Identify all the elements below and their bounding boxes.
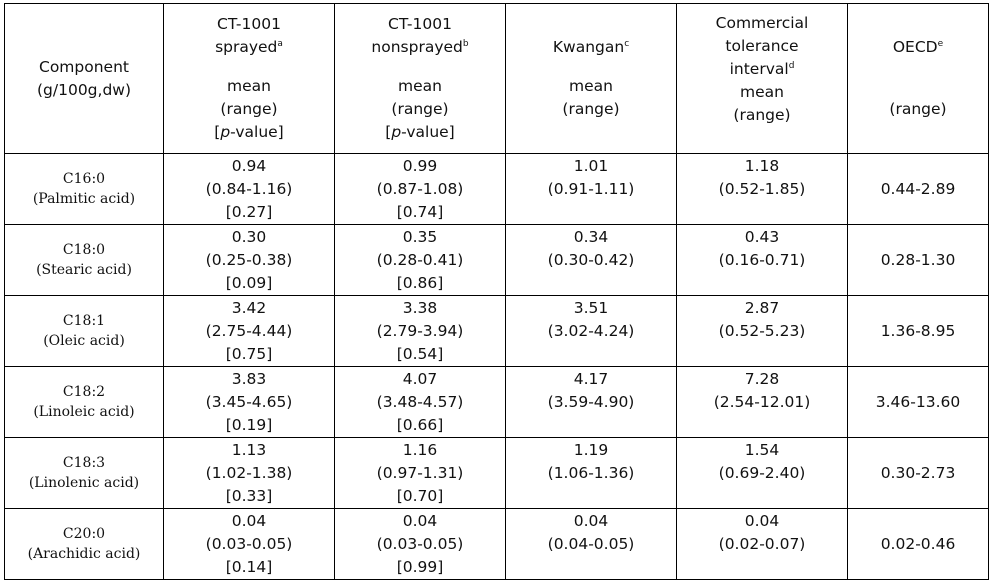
sprayed-cell: 3.83 (3.45-4.65) [0.19] [163, 366, 335, 438]
kwangan-cell: 0.34 (0.30-0.42) [505, 224, 677, 296]
kwangan-cell: 0.04 (0.04-0.05) [505, 508, 677, 580]
commercial-cell: 7.28 (2.54-12.01) [676, 366, 848, 438]
component-cell: C18:0 (Stearic acid) [4, 224, 164, 296]
commercial-cell: 2.87 (0.52-5.23) [676, 295, 848, 367]
footnote-marker: a [277, 39, 283, 49]
footnote-marker: e [937, 39, 944, 49]
sprayed-cell: 3.42 (2.75-4.44) [0.75] [163, 295, 335, 367]
kwangan-cell: 4.17 (3.59-4.90) [505, 366, 677, 438]
commercial-cell: 0.43 (0.16-0.71) [676, 224, 848, 296]
footnote-marker: b [462, 39, 469, 49]
table-row: C20:0 (Arachidic acid) 0.04 (0.03-0.05) [0.1… [4, 508, 989, 580]
oecd-cell: 0.02-0.46 [847, 508, 989, 580]
nonsprayed-cell: 0.35 (0.28-0.41) [0.86] [334, 224, 506, 296]
oecd-cell: 1.36-8.95 [847, 295, 989, 367]
oecd-cell: 3.46-13.60 [847, 366, 989, 438]
nonsprayed-cell: 0.99 (0.87-1.08) [0.74] [334, 153, 506, 225]
header-nonsprayed: CT-1001 nonsprayedb mean (range) [p-valu… [334, 3, 506, 154]
sprayed-cell: 0.30 (0.25-0.38) [0.09] [163, 224, 335, 296]
component-cell: C18:2 (Linoleic acid) [4, 366, 164, 438]
header-component: Component (g/100g,dw) [4, 3, 164, 154]
table-row: C18:1 (Oleic acid) 3.42 (2.75-4.44) [0.75] 3.… [4, 295, 989, 367]
oecd-cell: 0.30-2.73 [847, 437, 989, 509]
table-row: C18:0 (Stearic acid) 0.30 (0.25-0.38) [0.09]… [4, 224, 989, 296]
commercial-cell: 1.54 (0.69-2.40) [676, 437, 848, 509]
component-cell: C16:0 (Palmitic acid) [4, 153, 164, 225]
nonsprayed-cell: 3.38 (2.79-3.94) [0.54] [334, 295, 506, 367]
commercial-cell: 0.04 (0.02-0.07) [676, 508, 848, 580]
kwangan-cell: 1.01 (0.91-1.11) [505, 153, 677, 225]
footnote-marker: d [788, 61, 795, 71]
nonsprayed-cell: 1.16 (0.97-1.31) [0.70] [334, 437, 506, 509]
fatty-acid-table: Component (g/100g,dw) CT-1001 sprayeda m… [4, 3, 989, 580]
nonsprayed-cell: 4.07 (3.48-4.57) [0.66] [334, 366, 506, 438]
component-cell: C18:3 (Linolenic acid) [4, 437, 164, 509]
sprayed-cell: 0.04 (0.03-0.05) [0.14] [163, 508, 335, 580]
commercial-cell: 1.18 (0.52-1.85) [676, 153, 848, 225]
table-body: C16:0 (Palmitic acid) 0.94 (0.84-1.16) [0.27… [4, 153, 989, 580]
table-row: C18:3 (Linolenic acid) 1.13 (1.02-1.38) [0.3… [4, 437, 989, 509]
kwangan-cell: 1.19 (1.06-1.36) [505, 437, 677, 509]
oecd-cell: 0.44-2.89 [847, 153, 989, 225]
component-cell: C18:1 (Oleic acid) [4, 295, 164, 367]
sprayed-cell: 1.13 (1.02-1.38) [0.33] [163, 437, 335, 509]
footnote-marker: c [624, 39, 630, 49]
component-cell: C20:0 (Arachidic acid) [4, 508, 164, 580]
oecd-cell: 0.28-1.30 [847, 224, 989, 296]
sprayed-cell: 0.94 (0.84-1.16) [0.27] [163, 153, 335, 225]
header-sprayed: CT-1001 sprayeda mean (range) [p-value] [163, 3, 335, 154]
header-row: Component (g/100g,dw) CT-1001 sprayeda m… [4, 3, 989, 154]
table-row: C16:0 (Palmitic acid) 0.94 (0.84-1.16) [0.27… [4, 153, 989, 225]
table-row: C18:2 (Linoleic acid) 3.83 (3.45-4.65) [0.19… [4, 366, 989, 438]
header-kwangan: Kwanganc mean (range) [505, 3, 677, 154]
header-commercial: Commercial tolerance intervald mean (ran… [676, 3, 848, 154]
header-oecd: OECDe (range) [847, 3, 989, 154]
kwangan-cell: 3.51 (3.02-4.24) [505, 295, 677, 367]
nonsprayed-cell: 0.04 (0.03-0.05) [0.99] [334, 508, 506, 580]
